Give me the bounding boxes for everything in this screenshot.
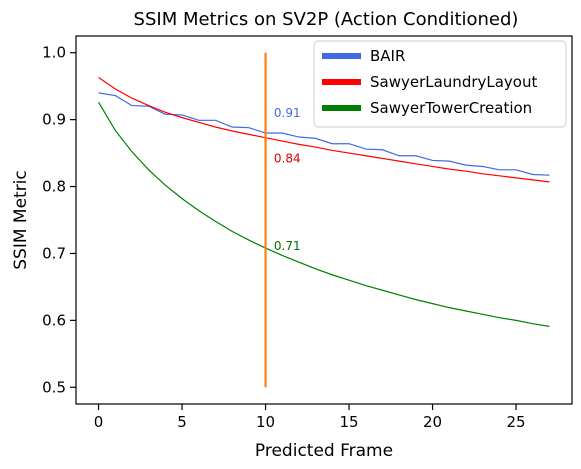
- series-line-sawyertowercreation: [98, 101, 550, 327]
- y-tick-label: 1.0: [42, 44, 66, 62]
- axes-frame: [75, 35, 573, 405]
- annotation-label: 0.84: [274, 151, 301, 165]
- chart-title: SSIM Metrics on SV2P (Action Conditioned…: [134, 9, 519, 30]
- legend: BAIR SawyerLaundryLayout SawyerTowerCreati…: [313, 40, 567, 128]
- annotation-label: 0.71: [274, 239, 301, 253]
- annotations: 0.91 0.84 0.71: [274, 106, 301, 253]
- y-tick-label: 0.9: [42, 111, 66, 129]
- legend-label: BAIR: [370, 47, 405, 65]
- y-tick-label: 0.7: [42, 244, 66, 262]
- x-tick-label: 0: [94, 413, 104, 431]
- y-tick-label: 0.6: [42, 311, 66, 329]
- annotation-label: 0.91: [274, 106, 301, 120]
- legend-label: SawyerTowerCreation: [370, 99, 532, 117]
- x-tick-label: 10: [256, 413, 275, 431]
- legend-label: SawyerLaundryLayout: [370, 73, 537, 91]
- plot-area: [98, 52, 550, 388]
- x-tick-label: 20: [423, 413, 442, 431]
- x-tick-label: 15: [340, 413, 359, 431]
- x-axis-ticks: 0 5 10 15 20 25: [94, 404, 526, 431]
- x-axis-label: Predicted Frame: [255, 441, 393, 461]
- x-tick-label: 5: [177, 413, 187, 431]
- y-axis-ticks: 0.5 0.6 0.7 0.8 0.9 1.0: [42, 44, 76, 396]
- y-axis-label: SSIM Metric: [11, 170, 31, 270]
- series-line-sawyerlaundrylayout: [98, 76, 550, 183]
- legend-box: [313, 40, 567, 128]
- y-tick-label: 0.5: [42, 378, 66, 396]
- y-tick-label: 0.8: [42, 178, 66, 196]
- x-tick-label: 25: [507, 413, 526, 431]
